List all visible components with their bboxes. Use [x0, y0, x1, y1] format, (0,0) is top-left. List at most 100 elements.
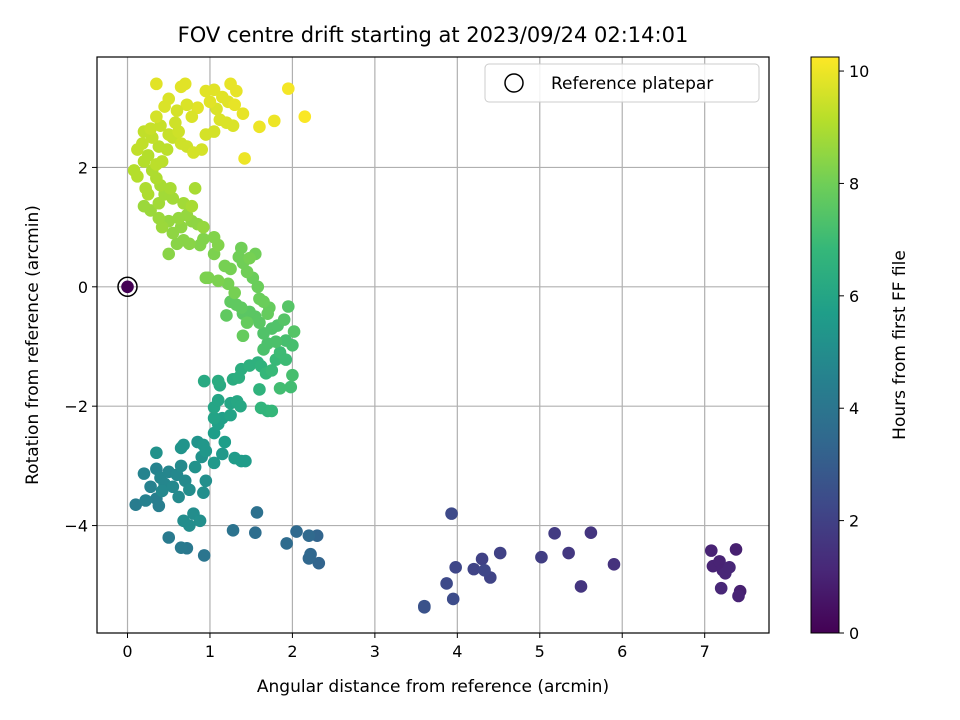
data-point: [172, 211, 185, 225]
data-point: [584, 526, 598, 540]
data-point: [574, 580, 588, 593]
data-point: [193, 514, 207, 528]
colorbar-label: Hours from first FF file: [890, 250, 910, 440]
data-point: [197, 486, 210, 500]
data-point: [197, 374, 211, 388]
data-point: [257, 343, 270, 356]
data-point: [280, 537, 293, 550]
x-tick-label: 0: [122, 642, 132, 661]
data-point: [152, 196, 166, 210]
data-point: [238, 152, 251, 165]
data-point: [211, 374, 225, 388]
y-tick-label: −2: [64, 397, 88, 416]
data-point: [216, 447, 229, 461]
data-point: [723, 561, 736, 574]
reference-point: [121, 280, 134, 294]
colorbar-tick-label: 0: [849, 624, 859, 643]
data-point: [127, 164, 141, 177]
data-point: [704, 544, 718, 557]
data-point: [207, 125, 221, 138]
data-point: [218, 259, 232, 273]
data-point: [236, 329, 250, 343]
data-point: [234, 241, 248, 255]
data-point: [298, 110, 312, 123]
data-point: [137, 199, 151, 213]
data-point: [129, 498, 143, 511]
x-tick-label: 1: [205, 642, 215, 661]
data-point: [286, 368, 299, 382]
data-point: [183, 519, 196, 532]
data-point: [230, 84, 243, 98]
data-point: [226, 524, 240, 537]
data-point: [158, 100, 171, 113]
data-point: [250, 506, 264, 519]
data-point: [172, 490, 185, 504]
legend-box: [484, 63, 760, 103]
data-point: [180, 98, 194, 112]
data-point: [207, 411, 221, 425]
colorbar: 0 2 4 6 8 10 Hours from first FF file: [810, 56, 910, 643]
data-point: [265, 404, 279, 418]
data-point: [467, 562, 481, 576]
data-point: [446, 592, 460, 606]
data-point: [162, 247, 176, 261]
data-point: [152, 211, 166, 225]
x-tick-label: 3: [370, 642, 380, 661]
data-point: [234, 399, 247, 413]
data-point: [273, 381, 287, 395]
data-point: [195, 143, 209, 156]
colorbar-tick-label: 8: [849, 174, 859, 193]
y-tick-label: 2: [78, 158, 88, 177]
data-point: [548, 527, 561, 540]
data-point: [166, 480, 180, 494]
legend: Reference platepar: [484, 63, 760, 103]
data-point: [155, 484, 169, 498]
data-point: [169, 116, 182, 129]
data-point: [449, 561, 462, 574]
colorbar-frame: [810, 56, 840, 634]
legend-marker-icon: [504, 73, 524, 93]
colorbar-tick-label: 10: [849, 62, 869, 81]
colorbar-gradient: [811, 57, 839, 633]
data-point: [228, 98, 241, 112]
data-point: [281, 300, 295, 313]
data-point: [312, 556, 326, 570]
data-point: [253, 383, 266, 396]
data-point: [478, 564, 491, 577]
data-point: [193, 238, 207, 252]
data-point: [445, 507, 458, 520]
data-point: [221, 277, 235, 291]
colorbar-tick-label: 4: [849, 399, 859, 418]
data-point: [207, 83, 221, 97]
data-point: [440, 577, 453, 590]
x-tick-label: 6: [617, 642, 627, 661]
data-point: [197, 220, 210, 234]
colorbar-tick-label: 2: [849, 512, 859, 531]
data-point: [249, 526, 262, 540]
x-tick-label: 7: [700, 642, 710, 661]
data-point: [239, 454, 252, 468]
y-axis-label: Rotation from reference (arcmin): [23, 205, 43, 485]
colorbar-ticks: 0 2 4 6 8 10: [839, 62, 869, 643]
data-points: [117, 77, 747, 614]
data-point: [144, 480, 157, 494]
data-point: [261, 307, 274, 320]
data-point: [150, 77, 163, 91]
data-point: [188, 460, 202, 474]
data-point: [207, 456, 221, 470]
x-axis-label: Angular distance from reference (arcmin): [257, 677, 609, 697]
data-point: [277, 313, 291, 326]
data-point: [236, 107, 250, 121]
data-point: [164, 182, 177, 195]
data-point: [150, 110, 163, 123]
data-point: [199, 271, 213, 285]
axes: 0 1 2 3 4 5 6 7 −4 −2 0 2: [64, 56, 770, 661]
data-point: [197, 549, 211, 562]
data-point: [188, 182, 202, 195]
data-point: [174, 459, 188, 473]
data-point: [174, 80, 188, 94]
data-point: [207, 230, 221, 244]
data-point: [290, 525, 303, 538]
data-point: [162, 531, 176, 544]
data-point: [211, 393, 225, 407]
